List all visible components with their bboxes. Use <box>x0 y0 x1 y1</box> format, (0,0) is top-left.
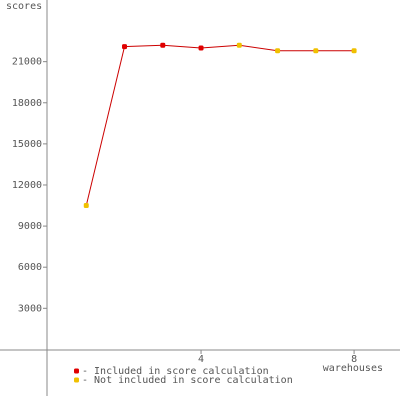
point <box>83 203 89 209</box>
point <box>351 48 357 54</box>
point <box>275 48 281 54</box>
line-segment <box>85 46 126 206</box>
y-tick-label: 15000 <box>12 139 42 150</box>
point <box>313 48 319 54</box>
line-segment <box>124 44 163 48</box>
legend-label: - Not included in score calculation <box>82 375 293 386</box>
legend-label: - Included in score calculation <box>82 366 269 377</box>
x-axis-label: warehouses <box>323 363 383 374</box>
point <box>160 42 166 48</box>
y-tick-label: 3000 <box>18 303 42 314</box>
point <box>236 42 242 48</box>
legend-marker <box>74 377 79 383</box>
line-segment <box>239 44 278 52</box>
y-axis-label: scores <box>6 1 42 12</box>
point <box>122 44 128 50</box>
x-tick-label: 4 <box>198 354 204 365</box>
y-tick-label: 9000 <box>18 221 42 232</box>
line-segment <box>162 44 202 49</box>
y-tick-label: 12000 <box>12 180 42 191</box>
y-tick-label: 18000 <box>12 98 42 109</box>
x-tick-label: 8 <box>351 354 357 365</box>
y-tick-label: 6000 <box>18 262 42 273</box>
legend-marker <box>74 368 79 374</box>
line-segment <box>201 44 240 49</box>
point <box>198 45 204 51</box>
y-tick-label: 21000 <box>12 57 42 68</box>
